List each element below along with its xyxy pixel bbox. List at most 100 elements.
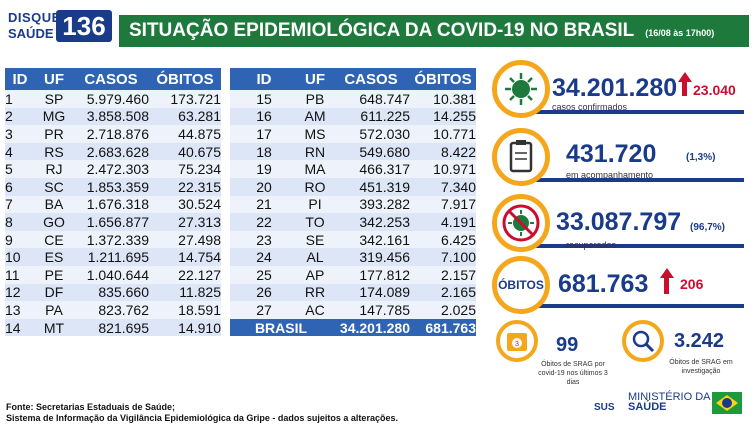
cell-uf: RR: [298, 283, 332, 302]
table-row: 4 RS 2.683.628 40.675: [5, 142, 221, 161]
monitoring-pct: (1,3%): [686, 152, 716, 163]
cell-deaths: 75.234: [149, 160, 221, 178]
table-row: 16 AM 611.225 14.255: [230, 107, 476, 126]
table-row: 21 PI 393.282 7.917: [230, 195, 476, 214]
cell-cases: 648.747: [332, 90, 410, 108]
cell-id: 11: [5, 265, 35, 284]
cell-deaths: 10.771: [410, 125, 476, 143]
cell-uf: PI: [298, 195, 332, 214]
total-row: BRASIL 34.201.280 681.763: [230, 318, 476, 337]
ministry-line2: SAÚDE: [628, 401, 667, 413]
states-table-left: ID UF CASOS ÓBITOS 1 SP 5.979.460 173.721 2 M…: [5, 68, 221, 337]
source-note: Fonte: Secretarias Estaduais de Saúde; S…: [6, 402, 398, 424]
cell-id: 22: [230, 213, 298, 231]
cell-cases: 835.660: [73, 283, 149, 302]
source-line1: Fonte: Secretarias Estaduais de Saúde;: [6, 402, 176, 412]
cell-uf: MG: [35, 107, 73, 126]
cell-uf: PR: [35, 125, 73, 143]
states-table-right: ID UF CASOS ÓBITOS 15 PB 648.747 10.381 16 AM…: [230, 68, 476, 337]
cell-deaths: 8.422: [410, 142, 476, 161]
cell-id: 16: [230, 107, 298, 126]
srag-label: Óbitos de SRAG por covid-19 nos últimos …: [538, 361, 608, 386]
cell-id: 10: [5, 248, 35, 266]
cell-deaths: 2.157: [410, 265, 476, 284]
cell-deaths: 27.313: [149, 213, 221, 231]
cell-cases: 821.695: [73, 318, 149, 337]
cell-uf: BA: [35, 195, 73, 214]
cell-id: 24: [230, 248, 298, 266]
table-row: 1 SP 5.979.460 173.721: [5, 90, 221, 108]
cell-uf: TO: [298, 213, 332, 231]
table-row: 18 RN 549.680 8.422: [230, 142, 476, 161]
recovered-icon-circle: [492, 194, 550, 252]
recovered-value: 33.087.797: [556, 208, 682, 236]
sus-logo: SUS: [594, 402, 615, 413]
cell-deaths: 14.754: [149, 248, 221, 266]
cell-id: 25: [230, 265, 298, 284]
cell-cases: 174.089: [332, 283, 410, 302]
cell-deaths: 30.524: [149, 195, 221, 214]
cell-deaths: 7.917: [410, 195, 476, 214]
cell-id: 3: [5, 125, 35, 143]
total-deaths: 681.763: [410, 318, 476, 337]
cell-cases: 2.683.628: [73, 142, 149, 161]
cell-id: 19: [230, 160, 298, 178]
table-row: 26 RR 174.089 2.165: [230, 283, 476, 302]
table-row: 13 PA 823.762 18.591: [5, 301, 221, 319]
ministry-logo: MINISTÉRIO DA SAÚDE: [628, 391, 711, 413]
cell-id: 5: [5, 160, 35, 178]
magnifier-icon: [632, 330, 655, 353]
cell-cases: 1.853.359: [73, 177, 149, 196]
table-row: 2 MG 3.858.508 63.281: [5, 107, 221, 126]
cell-deaths: 11.825: [149, 283, 221, 302]
table-row: 25 AP 177.812 2.157: [230, 265, 476, 284]
cell-uf: AP: [298, 265, 332, 284]
cell-cases: 466.317: [332, 160, 410, 178]
table-row: 14 MT 821.695 14.910: [5, 318, 221, 337]
cell-id: 26: [230, 283, 298, 302]
investigation-label: Óbitos de SRAG em investigação: [669, 359, 733, 375]
cell-cases: 177.812: [332, 265, 410, 284]
total-label: BRASIL: [230, 318, 332, 337]
confirmed-icon-circle: [492, 60, 550, 118]
cell-id: 20: [230, 177, 298, 196]
cell-id: 17: [230, 125, 298, 143]
cell-uf: RS: [35, 142, 73, 161]
cell-deaths: 63.281: [149, 107, 221, 126]
cell-uf: AC: [298, 301, 332, 319]
investigation-value: 3.242: [674, 330, 725, 352]
table-row: 3 PR 2.718.876 44.875: [5, 125, 221, 143]
cell-id: 15: [230, 90, 298, 108]
col-id: ID: [5, 68, 35, 90]
cell-uf: ES: [35, 248, 73, 266]
cell-cases: 2.718.876: [73, 125, 149, 143]
report-date: (16/08 às 17h00): [645, 28, 715, 38]
cell-cases: 342.253: [332, 213, 410, 231]
cell-cases: 549.680: [332, 142, 410, 161]
col-deaths: ÓBITOS: [410, 68, 476, 90]
cell-uf: PA: [35, 301, 73, 319]
cell-id: 1: [5, 90, 35, 108]
table-row: 10 ES 1.211.695 14.754: [5, 248, 221, 266]
monitoring-value: 431.720: [566, 140, 657, 168]
cell-deaths: 27.498: [149, 230, 221, 249]
cell-id: 4: [5, 142, 35, 161]
col-uf: UF: [298, 68, 332, 90]
table-row: 12 DF 835.660 11.825: [5, 283, 221, 302]
table-row: 8 GO 1.656.877 27.313: [5, 213, 221, 231]
cell-cases: 3.858.508: [73, 107, 149, 126]
cell-deaths: 44.875: [149, 125, 221, 143]
cell-cases: 393.282: [332, 195, 410, 214]
logo-line2: SAÚDE: [8, 26, 54, 41]
cell-deaths: 14.910: [149, 318, 221, 337]
recovered-label: recuperados: [566, 240, 617, 250]
recovered-pct: (96,7%): [690, 222, 726, 233]
investigation-icon-circle: [622, 320, 664, 362]
confirmed-label: casos confirmados: [552, 102, 628, 112]
ministry-line1: MINISTÉRIO DA: [628, 391, 711, 403]
cell-uf: SP: [35, 90, 73, 108]
cell-id: 2: [5, 107, 35, 126]
cell-id: 9: [5, 230, 35, 249]
cell-id: 7: [5, 195, 35, 214]
cell-cases: 611.225: [332, 107, 410, 126]
